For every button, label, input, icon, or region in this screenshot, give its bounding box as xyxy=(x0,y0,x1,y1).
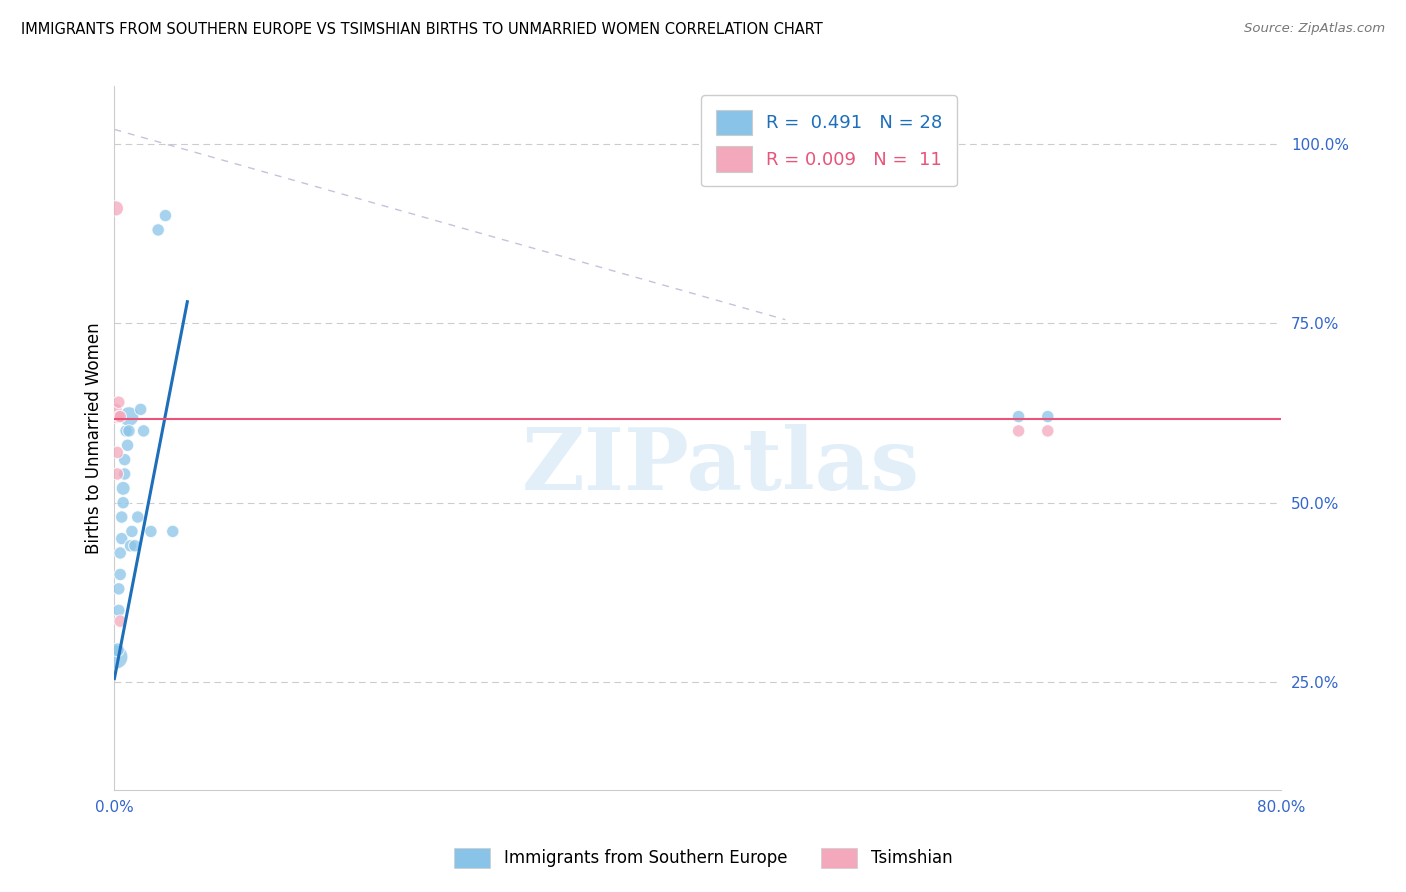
Point xyxy=(105,445,128,459)
Legend: R =  0.491   N = 28, R = 0.009   N =  11: R = 0.491 N = 28, R = 0.009 N = 11 xyxy=(702,95,957,186)
Point xyxy=(104,650,127,665)
Point xyxy=(107,603,129,617)
Point xyxy=(124,539,146,553)
Point xyxy=(146,223,169,237)
Point xyxy=(120,539,142,553)
Point xyxy=(121,524,143,539)
Point xyxy=(110,567,132,582)
Point xyxy=(104,409,127,424)
Point xyxy=(114,452,136,467)
Point xyxy=(1036,424,1059,438)
Point xyxy=(104,202,127,216)
Point xyxy=(162,524,184,539)
Point xyxy=(107,409,129,424)
Point xyxy=(107,582,129,596)
Point xyxy=(1007,409,1029,424)
Point xyxy=(129,402,152,417)
Point xyxy=(118,409,141,424)
Point xyxy=(110,614,132,628)
Text: ZIPatlas: ZIPatlas xyxy=(522,425,920,508)
Point xyxy=(155,209,177,223)
Point xyxy=(107,395,129,409)
Point xyxy=(105,467,128,481)
Point xyxy=(118,424,141,438)
Point xyxy=(110,546,132,560)
Point xyxy=(112,496,135,510)
Point xyxy=(1036,409,1059,424)
Point xyxy=(111,532,134,546)
Legend: Immigrants from Southern Europe, Tsimshian: Immigrants from Southern Europe, Tsimshi… xyxy=(447,841,959,875)
Text: IMMIGRANTS FROM SOUTHERN EUROPE VS TSIMSHIAN BIRTHS TO UNMARRIED WOMEN CORRELATI: IMMIGRANTS FROM SOUTHERN EUROPE VS TSIMS… xyxy=(21,22,823,37)
Point xyxy=(111,510,134,524)
Point xyxy=(104,402,127,417)
Point xyxy=(139,524,162,539)
Y-axis label: Births to Unmarried Women: Births to Unmarried Women xyxy=(86,322,103,554)
Text: Source: ZipAtlas.com: Source: ZipAtlas.com xyxy=(1244,22,1385,36)
Point xyxy=(112,481,135,495)
Point xyxy=(114,467,136,481)
Point xyxy=(115,424,138,438)
Point xyxy=(105,643,128,657)
Point xyxy=(1007,424,1029,438)
Point xyxy=(117,438,139,452)
Point xyxy=(127,510,149,524)
Point xyxy=(110,409,132,424)
Point xyxy=(132,424,155,438)
